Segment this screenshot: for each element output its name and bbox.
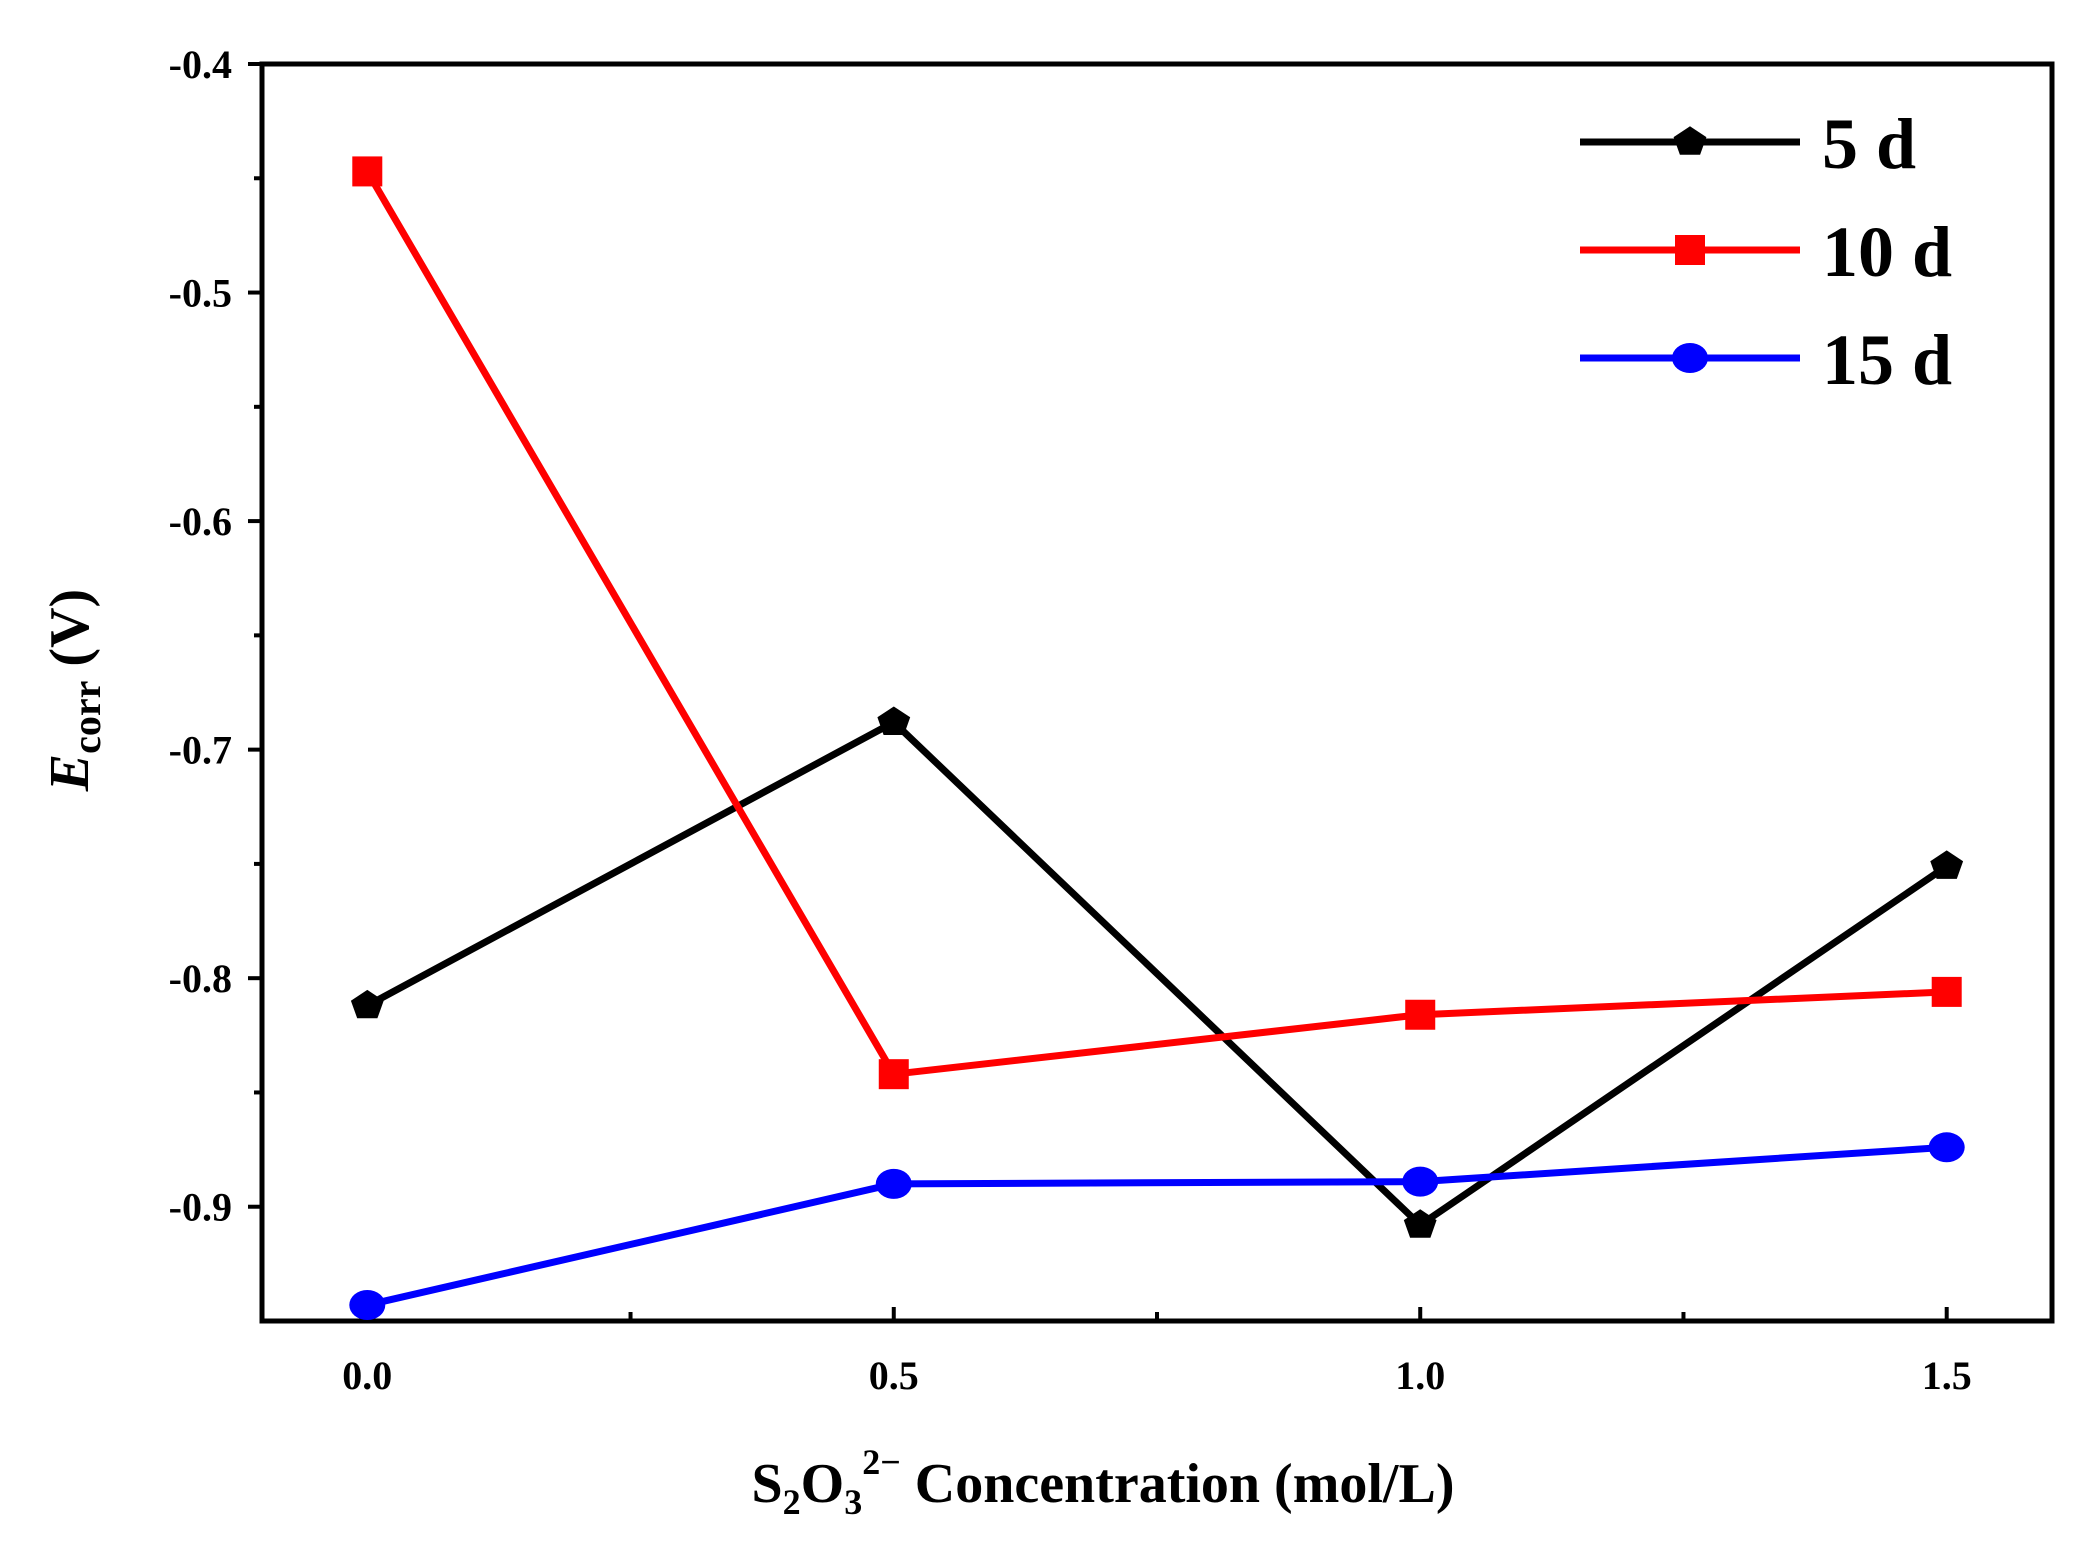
data-point [877,706,911,735]
data-point [878,1059,909,1090]
x-axis-title-sup: 2− [862,1442,901,1482]
series-line [366,1143,1947,1309]
data-point [1403,1209,1437,1238]
data-point [349,1290,386,1321]
y-axis-title-rest: (V) [39,589,101,681]
legend-entry: 15 d [1580,320,1952,400]
x-axis-ticks: 0.0 0.5 1.0 1.5 [342,1307,1972,1398]
y-tick-label: -0.6 [169,499,232,544]
data-point [1930,850,1964,879]
x-tick-label: 1.0 [1395,1353,1445,1398]
legend-label: 5 d [1822,104,1916,184]
x-tick-label: 0.5 [869,1353,919,1398]
x-axis-title-sub1: 2 [783,1482,801,1522]
series-2 [349,1132,1965,1321]
legend-label: 15 d [1822,320,1952,400]
data-point [1402,1166,1439,1197]
legend-marker [1675,235,1705,265]
x-axis-title-main2: O [801,1453,845,1515]
y-axis-title-main: E [39,754,101,792]
data-point [1928,1132,1965,1163]
legend-label: 10 d [1822,212,1952,292]
y-tick-label: -0.5 [169,271,232,316]
data-point [875,1168,912,1199]
legend: 5 d 10 d 15 d [1580,104,1952,400]
x-axis-title: S2O32− Concentration (mol/L) [752,1442,1455,1522]
x-tick-label: 1.5 [1922,1353,1972,1398]
series-0 [350,706,1964,1238]
series-1 [352,156,1962,1090]
legend-marker [1673,126,1707,155]
x-axis-title-main: S [752,1453,783,1515]
legend-entry: 5 d [1580,104,1916,184]
series-line [365,718,1949,1229]
series-line [364,169,1947,1078]
y-axis-title-sub: corr [64,681,109,754]
y-tick-label: -0.8 [169,956,232,1001]
x-axis-title-sub2: 3 [844,1482,862,1522]
y-tick-label: -0.7 [169,728,232,773]
legend-marker [1672,343,1708,373]
data-point [350,989,384,1019]
data-point [1931,976,1962,1007]
y-axis-title: Ecorr (V) [39,589,109,792]
y-tick-label: -0.9 [169,1185,232,1230]
legend-entry: 10 d [1580,212,1952,292]
data-point [352,156,383,187]
x-tick-label: 0.0 [342,1353,392,1398]
data-point [1405,999,1436,1030]
x-axis-title-rest: Concentration (mol/L) [901,1453,1455,1515]
y-axis-ticks: -0.4 -0.5 -0.6 -0.7 -0.8 -0.9 [169,42,262,1230]
series-layer [349,156,1965,1321]
y-tick-label: -0.4 [169,42,232,87]
